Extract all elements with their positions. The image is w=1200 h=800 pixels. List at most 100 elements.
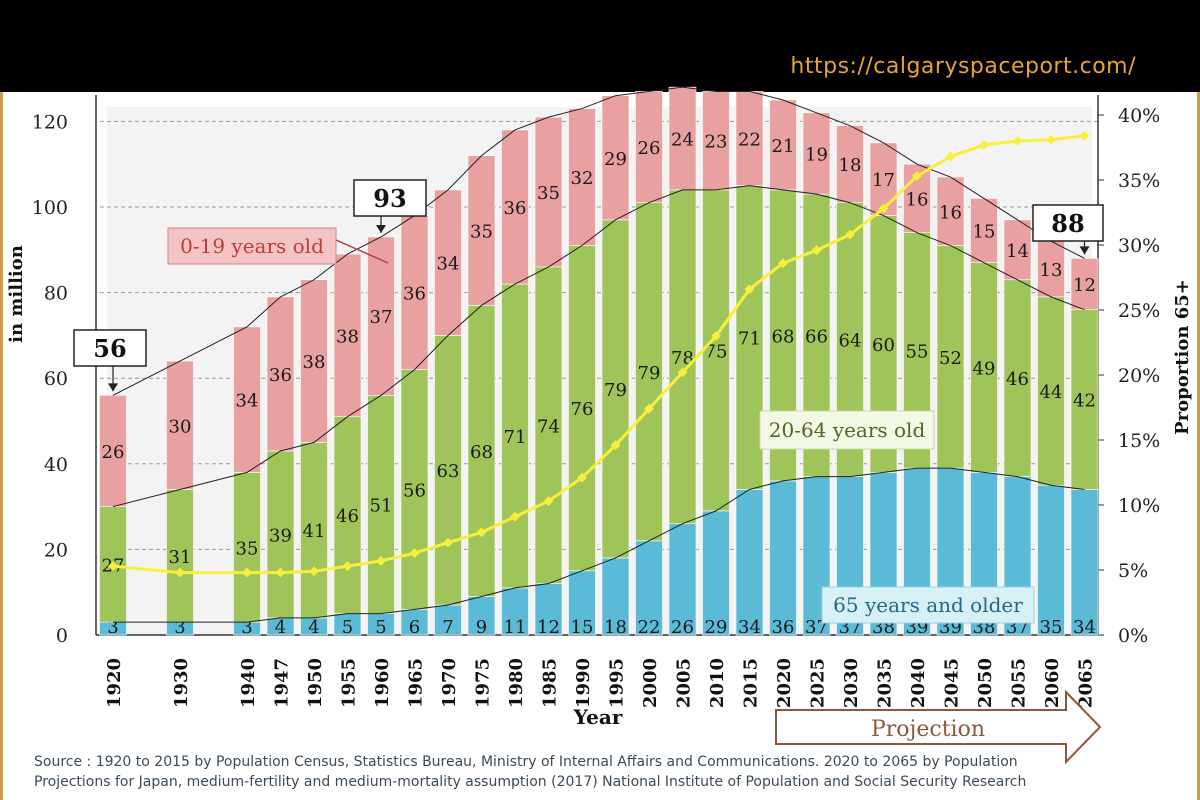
bar-segment [1003,279,1032,477]
x-tick-label: 1955 [339,658,360,708]
callout-value: 88 [1051,209,1084,238]
proportion-point [242,567,252,578]
bar-segment [300,442,328,619]
x-tick-label: 2050 [975,658,996,708]
bar-value-label: 26 [671,617,694,638]
y-tick-label: 20 [44,539,68,561]
proportion-point [443,537,453,548]
bar-value-label: 46 [1006,369,1029,390]
source-line-2: Projections for Japan, medium-fertility … [34,774,1027,790]
bar-value-label: 55 [906,341,929,362]
bar-segment [769,480,797,636]
bar-value-label: 23 [705,132,728,153]
bar-value-label: 46 [336,506,359,527]
bar-value-label: 3 [174,617,185,638]
bar-value-label: 22 [638,617,661,638]
bar-value-label: 36 [772,617,795,638]
x-tick-label: 2035 [875,658,896,708]
bar-value-label: 64 [839,331,862,352]
proportion-point [979,139,989,150]
bar-value-label: 34 [738,617,761,638]
bar-segment [534,266,563,584]
proportion-point [845,229,855,240]
bar-value-label: 3 [107,617,118,638]
legend-old-label: 65 years and older [833,593,1023,617]
y2-tick-label: 25% [1118,300,1160,322]
bar-segment [802,112,831,195]
boundary-line-20 [112,185,1085,508]
bar-segment [668,86,697,191]
site-url[interactable]: https://calgaryspaceport.com/ [790,54,1136,79]
bar-value-label: 56 [403,480,426,501]
bar-segment [601,95,630,221]
x-tick-label: 2030 [841,658,862,708]
bar-segment [99,395,127,507]
bar-segment [534,116,563,268]
bar-segment [735,91,764,186]
y-tick-label: 100 [32,197,68,219]
bar-segment [769,99,797,191]
bar-segment [534,583,563,636]
proportion-point [744,284,755,295]
callout-arrowhead [376,224,386,233]
bar-segment [333,253,362,418]
callout-value: 56 [93,334,126,363]
x-tick-label: 1940 [238,658,259,708]
bar-segment [735,489,764,636]
x-tick-label: 2055 [1009,658,1030,708]
bar-value-label: 4 [308,617,319,638]
projection-label: Projection [871,717,985,742]
bar-value-label: 49 [973,359,996,380]
bar-value-label: 3 [241,617,252,638]
bar-value-label: 12 [537,617,560,638]
x-tick-label: 1970 [439,658,460,708]
bar-value-label: 21 [772,136,795,157]
proportion-point [1046,134,1056,145]
y2-tick-label: 10% [1118,495,1160,517]
bar-value-label: 18 [604,617,627,638]
legend-working-box [759,410,935,450]
x-tick-label: 1930 [171,658,192,708]
x-axis-title: Year [573,705,623,729]
bar-segment [233,472,261,623]
bar-value-label: 38 [303,352,326,373]
bar-value-label: 5 [342,617,353,638]
proportion-point [108,561,118,572]
total-line [112,86,1085,396]
bar-segment [601,219,630,559]
bar-value-label: 63 [437,461,460,482]
y-tick-label: 120 [32,111,68,133]
bar-segment [635,540,663,636]
y-tick-label: 80 [44,283,68,305]
bar-value-label: 18 [839,155,862,176]
x-tick-label: 2015 [741,658,762,708]
bar-value-label: 26 [638,138,661,159]
bar-value-label: 15 [571,617,594,638]
proportion-point [811,245,822,256]
bar-value-label: 32 [571,168,594,189]
bar-value-label: 26 [102,442,125,463]
legend-young-label: 0-19 years old [180,234,324,258]
proportion-point [1079,130,1090,141]
bar-segment [266,296,295,452]
bar-value-label: 41 [303,521,326,542]
bar-value-label: 68 [772,326,795,347]
bar-value-label: 17 [872,170,895,191]
bar-segment [467,596,496,636]
x-tick-label: 1947 [272,658,293,708]
bar-value-label: 15 [973,222,996,243]
bar-value-label: 34 [236,391,259,412]
bar-value-label: 29 [705,617,728,638]
bar-value-label: 74 [537,416,560,437]
x-tick-label: 2000 [640,658,661,708]
bar-segment [1070,258,1099,311]
bar-value-label: 4 [275,617,286,638]
bar-value-label: 39 [269,525,292,546]
proportion-point [409,548,420,559]
bar-value-label: 36 [269,365,292,386]
x-tick-label: 2065 [1076,658,1097,708]
callout-box [1032,204,1104,242]
proportion-point [878,203,889,214]
proportion-point [510,511,520,522]
